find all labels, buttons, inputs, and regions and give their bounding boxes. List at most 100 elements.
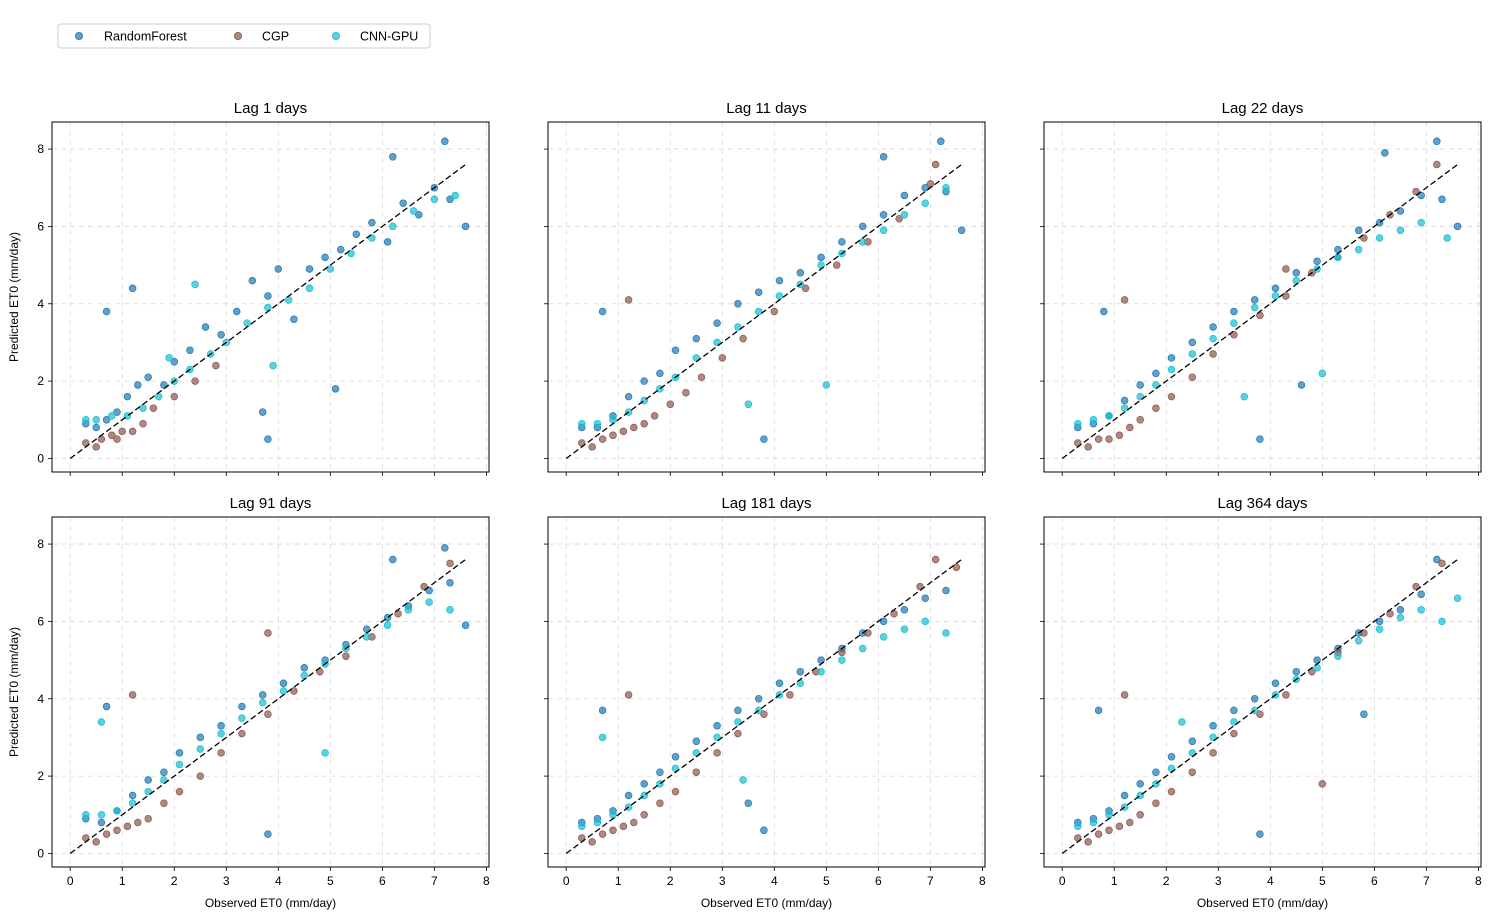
y-axis-label: Predicted ET0 (mm/day): [7, 232, 21, 362]
x-axis-label: Observed ET0 (mm/day): [1197, 896, 1328, 910]
data-point: [217, 722, 225, 730]
data-point: [123, 822, 132, 831]
x-tick-label: 5: [1319, 874, 1326, 888]
x-tick-label: 7: [927, 874, 934, 888]
data-point: [1209, 350, 1217, 358]
data-point: [1453, 594, 1462, 602]
data-point: [243, 319, 251, 327]
data-point: [1188, 737, 1197, 746]
data-point: [1381, 149, 1389, 157]
data-point: [775, 679, 784, 688]
data-point: [624, 296, 633, 304]
x-tick-label: 1: [119, 874, 126, 888]
data-point: [796, 269, 805, 277]
data-point: [264, 292, 272, 300]
subplot-title: Lag 22 days: [1222, 100, 1304, 117]
data-point: [640, 419, 648, 428]
data-point: [92, 443, 100, 451]
data-point: [1084, 443, 1092, 451]
data-point: [942, 586, 950, 595]
data-point: [149, 404, 158, 412]
y-tick-label: 0: [37, 451, 44, 465]
data-point: [692, 334, 701, 343]
data-point: [102, 416, 111, 424]
data-point: [942, 629, 950, 637]
data-point: [1188, 768, 1197, 776]
data-point: [640, 377, 648, 385]
subplot-grid: 0 2 4 6 8 Lag 1 days Predicted ET0 (mm/day) Lag…: [7, 100, 1482, 910]
data-point: [609, 431, 617, 440]
data-point: [1120, 396, 1129, 405]
data-point: [900, 191, 909, 200]
data-point: [1105, 826, 1113, 835]
plot-frame: [51, 516, 490, 868]
data-point: [864, 629, 872, 637]
data-point: [1282, 691, 1290, 699]
data-point: [1105, 412, 1113, 420]
y-axis-label: Predicted ET0 (mm/day): [7, 627, 21, 757]
data-point: [1417, 590, 1425, 599]
data-point: [108, 431, 116, 440]
identity-line: [69, 559, 466, 854]
data-point: [389, 555, 397, 564]
data-point: [284, 296, 293, 304]
data-point: [671, 787, 680, 796]
legend: RandomForest CGP CNN-GPU: [57, 23, 431, 49]
data-point: [425, 586, 433, 595]
data-point: [713, 338, 721, 347]
x-tick-label: 7: [1423, 874, 1430, 888]
data-point: [640, 811, 648, 819]
data-point: [404, 606, 413, 614]
data-point: [1250, 303, 1259, 312]
data-point: [858, 644, 867, 653]
data-point: [1292, 667, 1301, 676]
legend-label-randomforest: RandomForest: [104, 30, 187, 44]
data-point: [1089, 818, 1098, 827]
series-randomforest: [1074, 137, 1462, 443]
data-point: [786, 691, 794, 699]
plot-frame: [1043, 516, 1482, 868]
data-point: [1256, 710, 1264, 718]
data-point: [1354, 245, 1363, 254]
data-point: [1209, 722, 1217, 730]
data-point: [269, 361, 277, 370]
data-point: [1126, 818, 1134, 827]
series-cnn-gpu: [578, 183, 950, 428]
data-point: [598, 435, 607, 443]
data-point: [191, 280, 199, 289]
data-point: [321, 253, 329, 262]
data-point: [739, 776, 747, 784]
data-point: [760, 435, 768, 443]
data-point: [1188, 350, 1197, 358]
data-point: [609, 826, 617, 835]
data-point: [682, 388, 690, 397]
data-point: [274, 265, 283, 273]
data-point: [1230, 729, 1238, 738]
data-point: [389, 153, 397, 161]
data-point: [713, 319, 721, 327]
x-tick-label: 8: [483, 874, 490, 888]
data-point: [1282, 265, 1290, 273]
data-point: [630, 818, 638, 827]
y-tick-label: 4: [37, 297, 44, 311]
data-point: [796, 667, 805, 676]
y-tick-label: 2: [37, 769, 44, 783]
data-point: [175, 749, 184, 757]
data-point: [588, 443, 596, 451]
data-point: [879, 211, 888, 219]
data-point: [630, 423, 638, 432]
series-cnn-gpu: [82, 191, 459, 424]
data-point: [258, 408, 267, 416]
data-point: [744, 799, 753, 807]
data-point: [92, 838, 100, 846]
subplot-title: Lag 1 days: [234, 100, 307, 117]
data-point: [1271, 679, 1280, 688]
data-point: [446, 559, 454, 568]
data-point: [1292, 276, 1301, 285]
data-point: [446, 578, 454, 587]
data-point: [578, 822, 586, 831]
data-point: [264, 629, 272, 637]
data-point: [1094, 435, 1103, 443]
data-point: [1230, 718, 1238, 726]
